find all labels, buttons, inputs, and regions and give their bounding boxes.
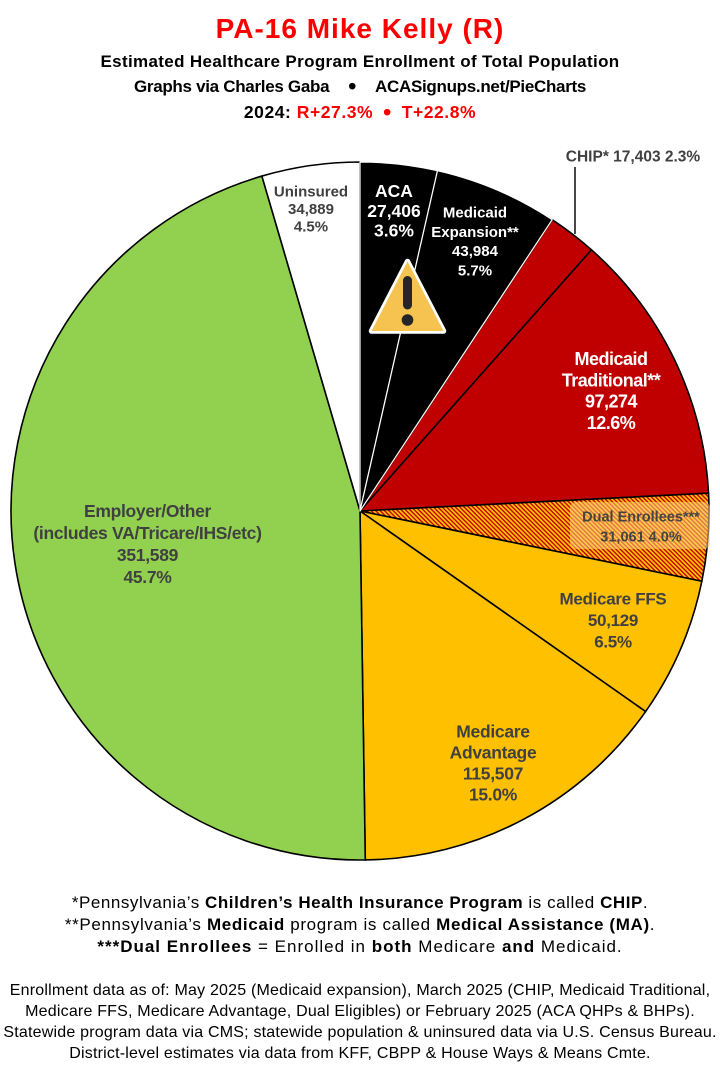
svg-text:CHIP* 17,403 2.3%: CHIP* 17,403 2.3% [566, 149, 701, 166]
